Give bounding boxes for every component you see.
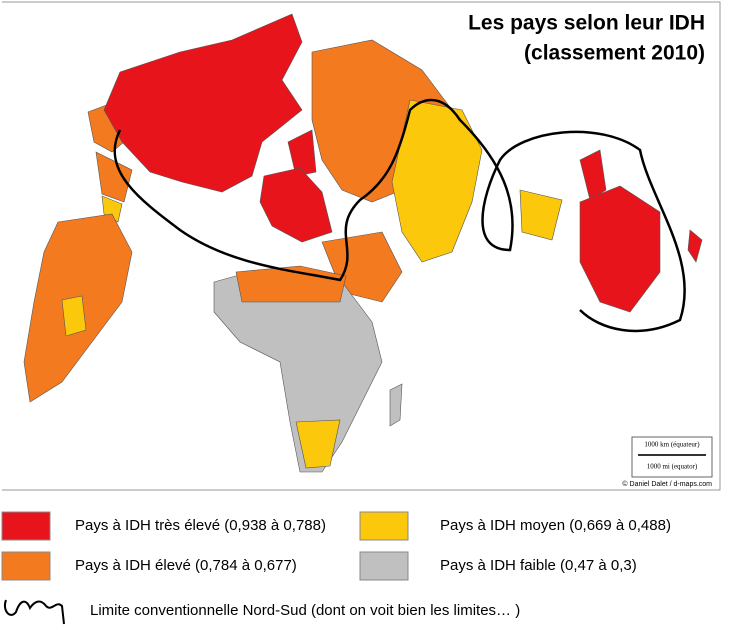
legend-label: Pays à IDH moyen (0,669 à 0,488) xyxy=(440,517,671,534)
legend-swatch xyxy=(359,511,409,541)
legend-swatch xyxy=(359,551,409,581)
legend-label: Pays à IDH élevé (0,784 à 0,677) xyxy=(75,557,297,574)
legend-swatch xyxy=(1,551,51,581)
legend-label: Pays à IDH très élevé (0,938 à 0,788) xyxy=(75,517,326,534)
madagascar xyxy=(389,383,403,427)
australia xyxy=(579,185,661,313)
scandinavia xyxy=(287,129,317,177)
world-map xyxy=(23,13,703,473)
bolivia xyxy=(61,295,87,337)
southern-africa xyxy=(295,419,341,469)
europe xyxy=(259,167,333,243)
japan xyxy=(579,149,607,201)
north-south-line xyxy=(113,98,686,333)
title-line: (classement 2010) xyxy=(524,42,705,65)
scale-box xyxy=(631,436,713,478)
scale-label: 1000 mi (equator) xyxy=(647,463,698,471)
map-frame xyxy=(2,1,721,491)
credit: © Daniel Dalet / d-maps.com xyxy=(622,480,712,488)
legend-label: Limite conventionnelle Nord-Sud (dont on… xyxy=(90,602,520,619)
legend-swatch xyxy=(1,511,51,541)
asia xyxy=(391,99,483,263)
legend-line-icon xyxy=(4,599,65,625)
title-line: Les pays selon leur IDH xyxy=(468,12,705,35)
new-zealand xyxy=(687,229,703,263)
north-america xyxy=(103,13,303,193)
scale-label: 1000 km (équateur) xyxy=(644,441,700,449)
southeast-asia xyxy=(519,189,563,241)
legend-label: Pays à IDH faible (0,47 à 0,3) xyxy=(440,557,637,574)
mexico xyxy=(95,151,133,203)
